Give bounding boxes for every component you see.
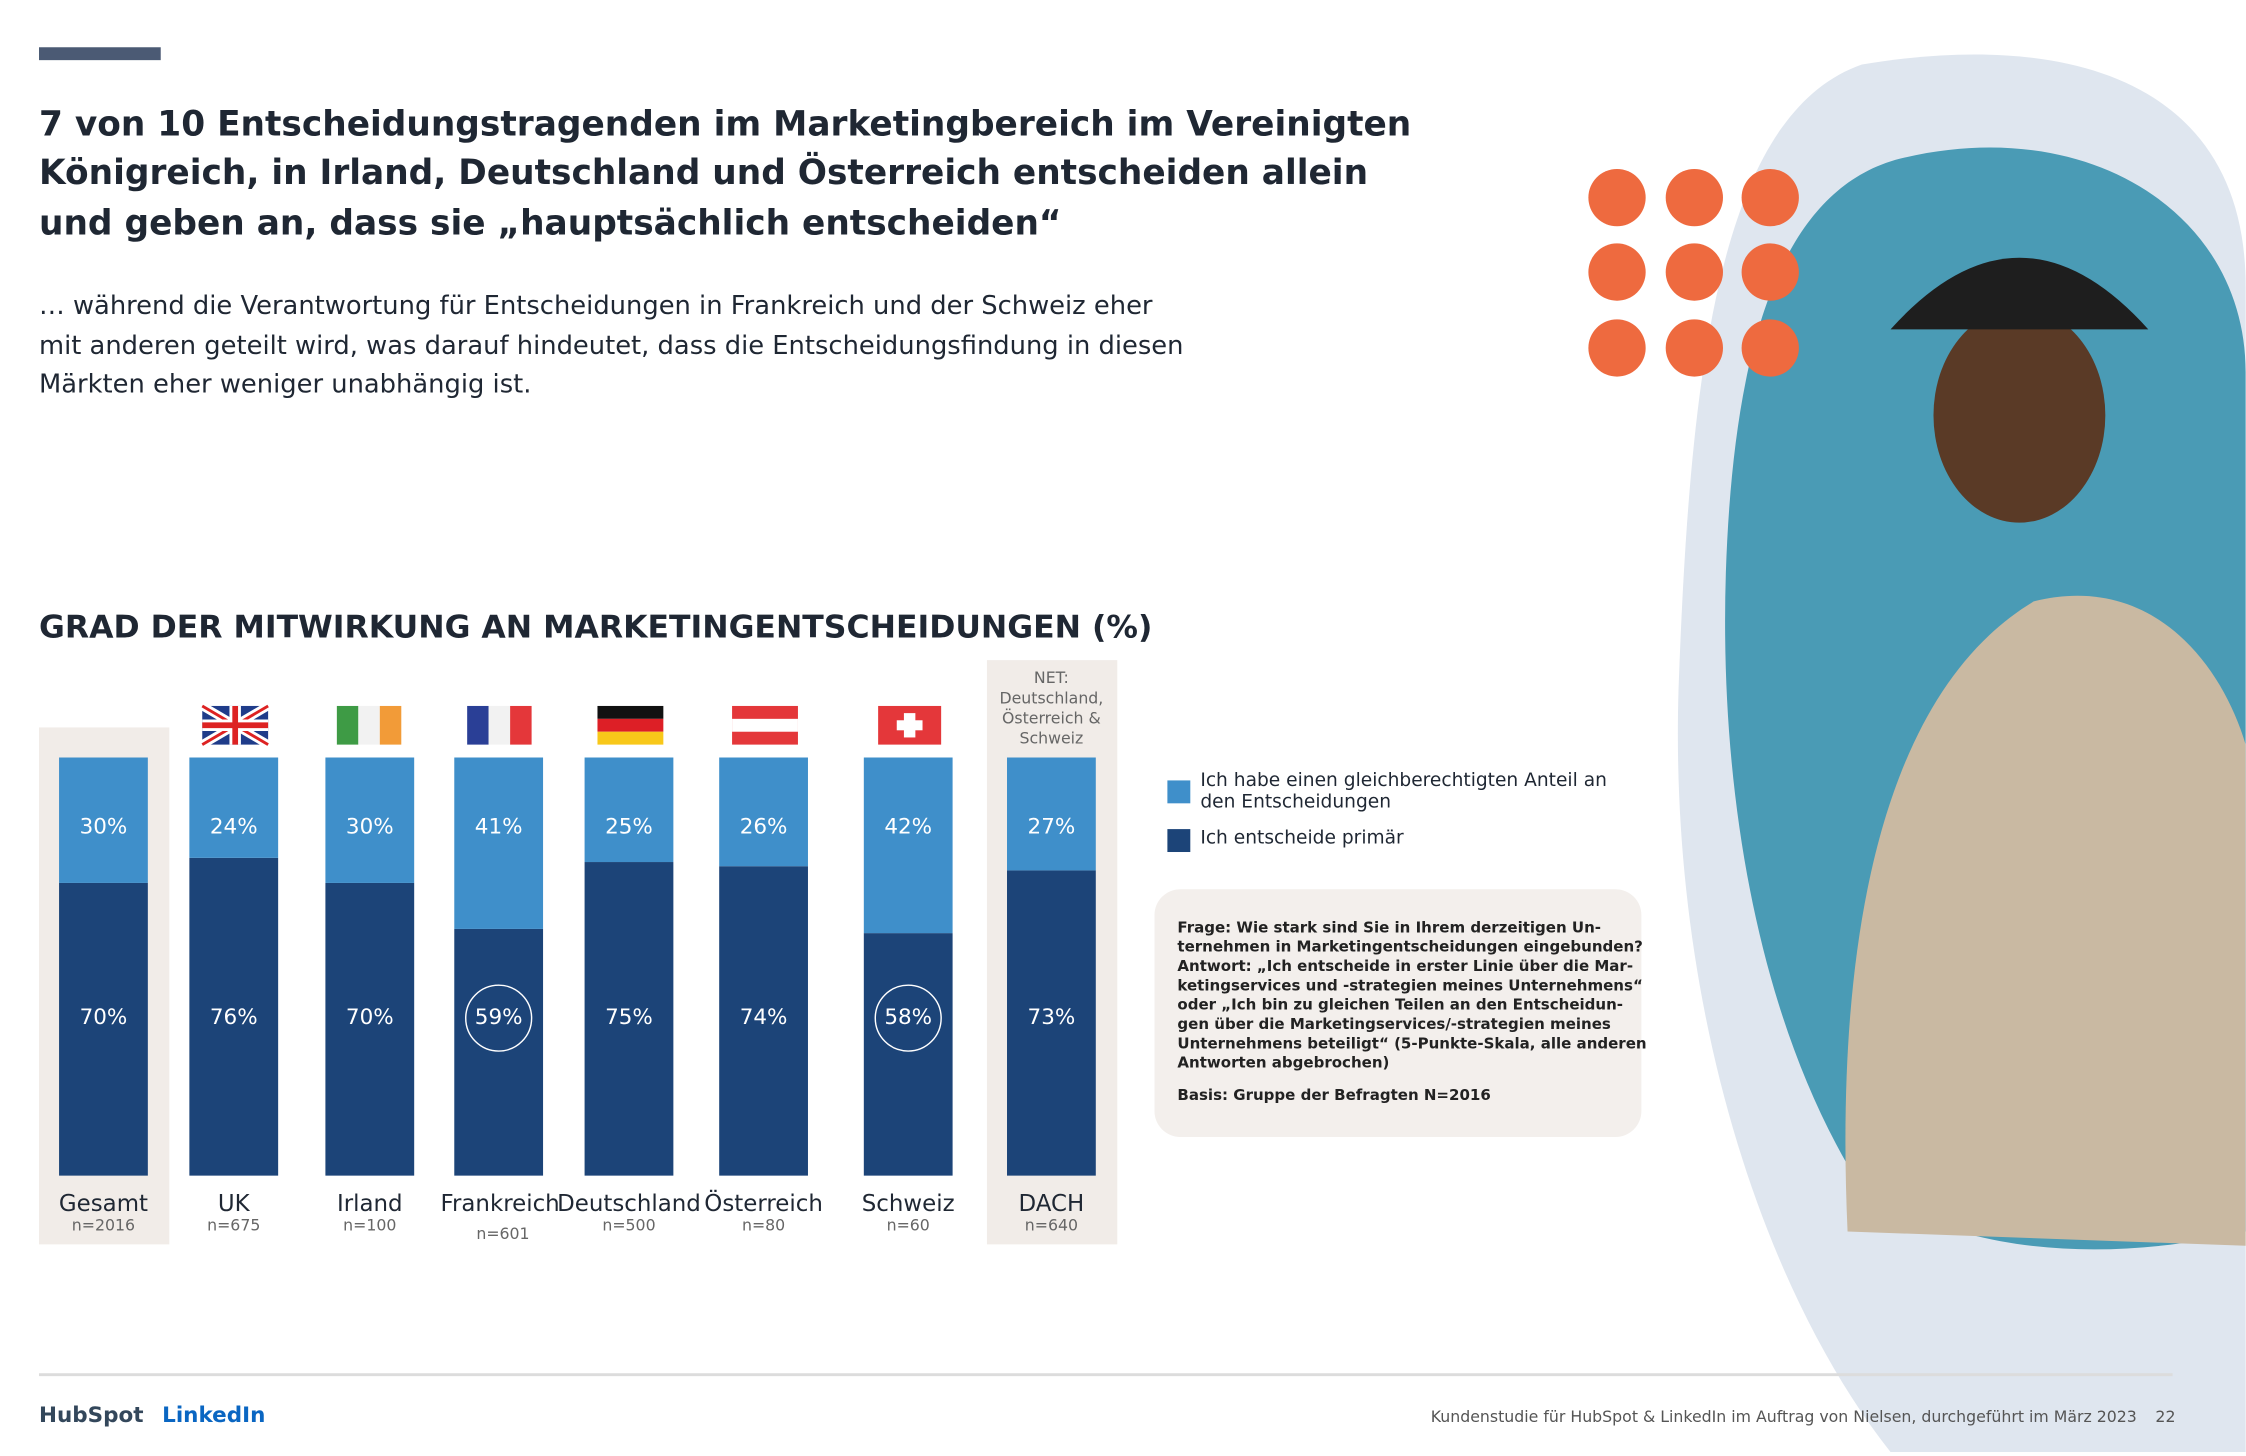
- question-line: Frage: Wie stark sind Sie in Ihrem derze…: [1177, 918, 1601, 936]
- category-label: Österreich: [704, 1189, 823, 1217]
- legend-swatch: [1167, 829, 1191, 853]
- footer-note: Kundenstudie für HubSpot & LinkedIn im A…: [1431, 1407, 2137, 1426]
- question-line: ternehmen in Marketingentscheidungen ein…: [1177, 938, 1642, 956]
- sample-size: n=500: [602, 1215, 655, 1234]
- question-line: Antwort: „Ich entscheide in erster Linie…: [1177, 957, 1633, 975]
- logo-linkedin: LinkedIn: [162, 1403, 265, 1428]
- chart-title: GRAD DER MITWIRKUNG AN MARKETINGENTSCHEI…: [39, 610, 1152, 646]
- flag-austria: [732, 705, 798, 745]
- bar-segment: [719, 757, 808, 867]
- legend-label-wrap: Ich habe einen gleichberechtigten Anteil…: [1200, 770, 1607, 814]
- question-box: [1154, 889, 1642, 1137]
- bar-segment: [59, 882, 148, 1176]
- flag-switzerland: [878, 705, 942, 745]
- sample-size: n=640: [1025, 1215, 1078, 1234]
- question-line: Antworten abgebrochen): [1177, 1054, 1389, 1072]
- sample-size: n=601: [476, 1224, 529, 1243]
- value-label: 70%: [346, 1005, 394, 1030]
- bar-segment: [189, 757, 279, 858]
- net-annotation: Österreich &: [1002, 708, 1101, 727]
- bar-segment: [325, 882, 415, 1176]
- value-label: 73%: [1028, 1005, 1076, 1030]
- value-label: 74%: [740, 1005, 788, 1030]
- legend-label: Ich entscheide primär: [1200, 827, 1404, 850]
- person-head: [1933, 307, 2106, 523]
- bar-segment: [454, 757, 544, 929]
- subtitle-line: mit anderen geteilt wird, was darauf hin…: [39, 331, 1183, 361]
- value-label: 59%: [475, 1005, 523, 1030]
- net-annotation: Schweiz: [1019, 728, 1083, 747]
- bar-segment: [719, 866, 808, 1176]
- value-label: 27%: [1028, 815, 1076, 840]
- sample-size: n=2016: [72, 1215, 135, 1234]
- value-label: 30%: [346, 815, 394, 840]
- net-annotation: NET:: [1034, 668, 1069, 687]
- page-number: 22: [2155, 1407, 2175, 1426]
- value-label: 42%: [884, 815, 932, 840]
- title-line: Königreich, in Irland, Deutschland und Ö…: [39, 152, 1368, 193]
- bar-segment: [189, 857, 279, 1176]
- bar-segment: [325, 757, 415, 883]
- category-label: Deutschland: [557, 1191, 701, 1217]
- bar-segment: [454, 928, 544, 1176]
- sample-size: n=60: [887, 1215, 930, 1234]
- question-line: ketingservices und -strategien meines Un…: [1177, 976, 1642, 994]
- person-body: [1845, 595, 2246, 1246]
- logo-hubspot: HubSpot: [39, 1403, 143, 1428]
- bar-segment: [863, 933, 953, 1176]
- flag-germany: [597, 705, 664, 745]
- person-hat: [1890, 257, 2149, 330]
- highlight-ring: [465, 984, 533, 1052]
- bar-segment: [584, 757, 674, 863]
- value-label: 30%: [80, 815, 128, 840]
- value-label: 58%: [884, 1005, 932, 1030]
- question-line: gen über die Marketingservices/-strategi…: [1177, 1015, 1610, 1033]
- category-label: UK: [218, 1191, 251, 1217]
- title-line: 7 von 10 Entscheidungstragenden im Marke…: [39, 105, 1411, 145]
- bar-segment: [59, 757, 148, 883]
- accent-bar: [39, 47, 161, 61]
- question-line: oder „Ich bin zu gleichen Teilen an den …: [1177, 996, 1623, 1014]
- value-label: 76%: [210, 1005, 258, 1030]
- flag-france: [467, 705, 532, 745]
- category-label: Frankreich: [440, 1191, 559, 1217]
- highlight-ring: [874, 984, 942, 1052]
- value-label: 26%: [740, 815, 788, 840]
- legend-swatch: [1167, 780, 1191, 804]
- dot-grid: [1588, 168, 1799, 377]
- value-label: 41%: [475, 815, 523, 840]
- bar-segment: [863, 757, 953, 934]
- flag-uk: [200, 702, 271, 749]
- bar-segment: [1007, 870, 1096, 1176]
- legend-label-wrap: Ich entscheide primär: [1200, 827, 1404, 850]
- net-annotation: Deutschland,: [999, 688, 1103, 707]
- category-label: Irland: [337, 1191, 403, 1217]
- bar-segment: [584, 862, 674, 1176]
- bar-segment: [1007, 757, 1096, 871]
- category-label: Schweiz: [862, 1191, 955, 1217]
- subtitle-line: … während die Verantwortung für Entschei…: [39, 291, 1153, 321]
- flag-ireland: [336, 705, 402, 745]
- value-label: 25%: [605, 815, 653, 840]
- value-label: 75%: [605, 1005, 653, 1030]
- legend-label: Ich habe einen gleichberechtigten Anteil…: [1200, 770, 1607, 814]
- question-line: Basis: Gruppe der Befragten N=2016: [1177, 1086, 1490, 1104]
- question-line: Unternehmens beteiligt“ (5-Punkte-Skala,…: [1177, 1034, 1646, 1052]
- sample-size: n=80: [742, 1215, 785, 1234]
- sample-size: n=100: [343, 1215, 396, 1234]
- category-label: Gesamt: [59, 1191, 148, 1217]
- subtitle-line: Märkten eher weniger unabhängig ist.: [39, 370, 531, 400]
- title-line: und geben an, dass sie „hauptsächlich en…: [39, 203, 1062, 243]
- category-label: DACH: [1019, 1191, 1085, 1217]
- sample-size: n=675: [207, 1215, 260, 1234]
- value-label: 24%: [210, 815, 258, 840]
- value-label: 70%: [80, 1005, 128, 1030]
